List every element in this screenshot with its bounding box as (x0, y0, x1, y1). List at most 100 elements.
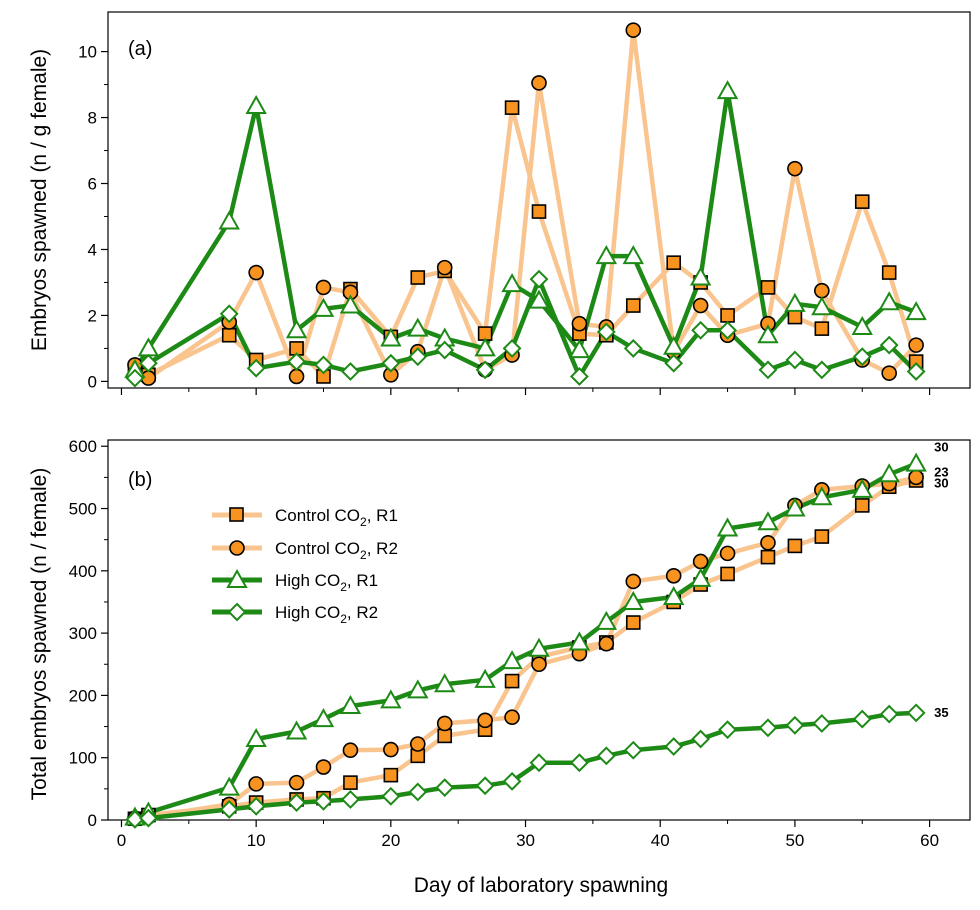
data-point-triangle (245, 727, 267, 748)
data-point-triangle (528, 637, 550, 657)
data-point-circle (787, 160, 803, 177)
data-point-diamond (906, 362, 926, 381)
data-point-diamond (502, 771, 522, 791)
data-point-triangle (716, 517, 739, 537)
data-point-diamond (718, 320, 737, 340)
data-point-diamond (718, 720, 737, 740)
data-point-triangle (689, 567, 712, 587)
data-point-triangle (784, 292, 806, 312)
plot-frame (107, 11, 971, 389)
data-point-diamond (435, 340, 455, 360)
data-point-square (504, 673, 520, 689)
data-point-square (383, 767, 399, 783)
data-point-diamond (758, 718, 778, 738)
data-point-circle (248, 264, 264, 281)
data-point-triangle (851, 315, 873, 335)
data-point-triangle (501, 273, 523, 293)
data-point-triangle (285, 720, 308, 740)
data-point-diamond (246, 796, 266, 816)
data-point-diamond (569, 367, 589, 386)
data-point-circle (383, 741, 399, 758)
data-point-square (787, 538, 803, 554)
data-point-diamond (341, 790, 360, 809)
data-point-triangle (380, 327, 402, 347)
panel-a-label: (a) (128, 38, 152, 60)
data-point-square (854, 194, 870, 209)
data-point-diamond (125, 809, 145, 829)
data-point-triangle (811, 486, 833, 506)
y-tick-label: 6 (88, 175, 97, 194)
data-point-square (504, 100, 520, 115)
legend-item-high-r2: High CO2, R2 (212, 602, 378, 626)
data-point-diamond (475, 776, 495, 796)
data-point-triangle (407, 317, 429, 337)
data-point-triangle (689, 266, 712, 286)
data-point-circle (692, 297, 709, 314)
data-point-diamond (691, 320, 711, 340)
legend-item-control-r1: Control CO2, R1 (212, 506, 398, 529)
data-point-triangle (339, 694, 362, 714)
x-tick-label: 30 (516, 831, 535, 850)
data-point-triangle (312, 297, 335, 317)
data-point-diamond (435, 778, 455, 798)
x-tick-label: 10 (247, 831, 266, 850)
data-point-diamond (785, 350, 805, 370)
data-point-diamond (408, 782, 428, 802)
y-tick-label: 0 (88, 372, 97, 391)
data-point-diamond (314, 355, 333, 375)
data-point-triangle (662, 335, 685, 355)
data-point-triangle (851, 478, 873, 498)
legend-label: Control CO2, R1 (275, 506, 398, 529)
data-point-square (881, 265, 897, 280)
data-point-diamond (812, 360, 832, 380)
data-point-triangle (784, 497, 806, 517)
data-point-circle (342, 742, 359, 759)
data-point-triangle (285, 319, 308, 339)
data-point-circle (908, 469, 924, 486)
panel-a-y-axis-title: Embryos spawned (n / g female) (28, 49, 51, 351)
data-point-diamond (138, 808, 158, 828)
data-point-circle (288, 774, 305, 791)
data-point-triangle (595, 245, 618, 265)
data-point-square (625, 298, 641, 313)
data-point-diamond (341, 362, 360, 381)
data-point-diamond (879, 704, 899, 724)
data-point-diamond (219, 304, 239, 324)
data-point-diamond (569, 753, 589, 773)
data-point-circle (531, 75, 547, 91)
data-point-diamond (596, 746, 616, 766)
data-point-triangle (474, 668, 496, 688)
y-tick-label: 8 (88, 109, 97, 128)
series-line (132, 475, 919, 821)
data-point-circle (436, 259, 453, 276)
data-point-diamond (381, 353, 401, 373)
plot-frame (107, 439, 971, 821)
y-tick-label: 600 (69, 437, 97, 456)
data-point-triangle (434, 673, 456, 693)
data-point-circle (315, 759, 332, 775)
data-point-diamond (785, 715, 805, 735)
data-point-diamond (691, 729, 711, 749)
data-point-triangle (568, 631, 591, 651)
data-point-diamond (852, 709, 872, 729)
data-point-circle (409, 736, 426, 752)
data-point-circle (760, 534, 776, 551)
data-point-square (410, 270, 426, 285)
data-point-diamond (529, 753, 549, 773)
data-point-square (760, 280, 776, 295)
data-point-circle (477, 712, 493, 729)
data-point-triangle (622, 590, 644, 610)
data-point-diamond (314, 791, 333, 811)
y-tick-label: 200 (69, 686, 97, 705)
x-tick-label: 60 (920, 831, 939, 850)
data-point-circle (598, 635, 615, 652)
data-point-diamond (475, 360, 495, 380)
x-tick-label: 0 (117, 831, 126, 850)
data-point-square (814, 321, 830, 336)
data-point-circle (665, 568, 682, 584)
data-point-triangle (716, 80, 739, 100)
data-point-circle (625, 573, 642, 590)
data-point-triangle (905, 301, 927, 321)
